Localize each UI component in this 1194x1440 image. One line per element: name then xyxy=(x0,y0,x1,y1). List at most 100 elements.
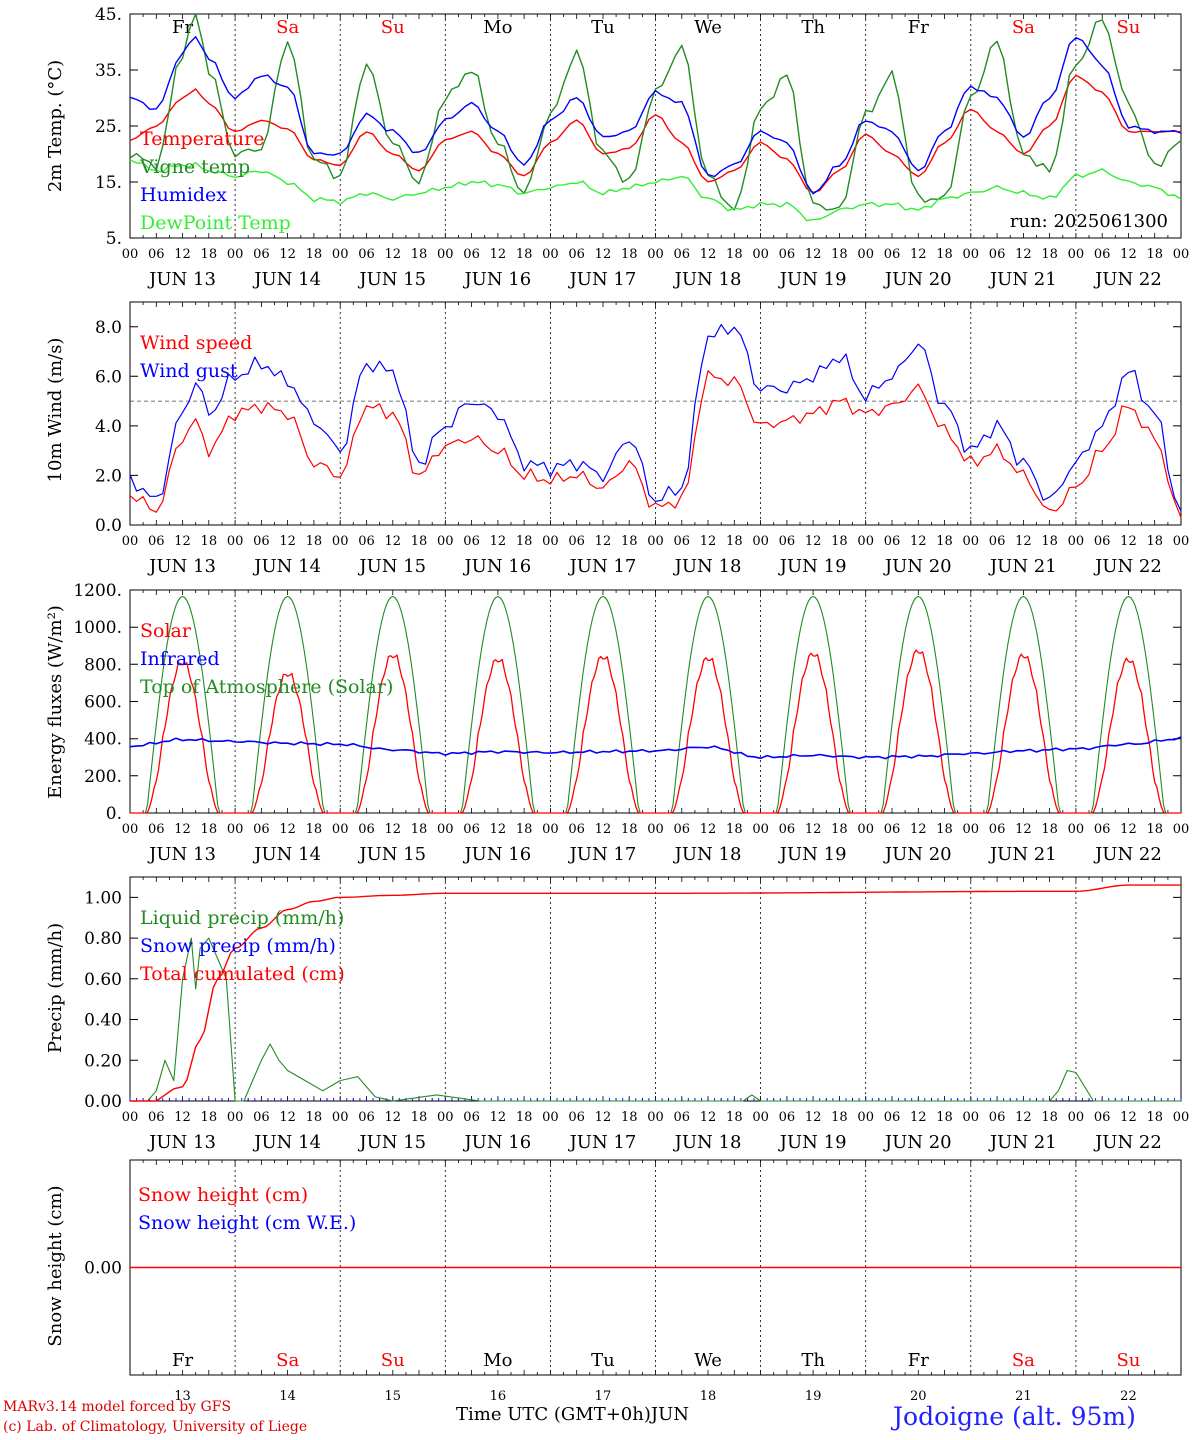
y-tick-label: 2.0 xyxy=(95,466,122,486)
hour-tick-label: 12 xyxy=(595,247,612,262)
y-tick-label: 35. xyxy=(95,61,122,81)
hour-tick-label: 12 xyxy=(174,534,191,549)
hour-tick-label: 00 xyxy=(1068,1110,1085,1125)
date-label: JUN 13 xyxy=(147,844,216,865)
weekday-label: We xyxy=(694,1350,722,1371)
hour-tick-label: 18 xyxy=(726,247,743,262)
date-label: JUN 21 xyxy=(988,556,1057,577)
date-label: JUN 17 xyxy=(568,269,637,290)
day-number-label: 18 xyxy=(700,1389,717,1404)
date-label: JUN 14 xyxy=(252,1132,321,1153)
hour-tick-label: 18 xyxy=(936,247,953,262)
hour-tick-label: 00 xyxy=(963,822,980,837)
day-number-label: 16 xyxy=(490,1389,507,1404)
hour-tick-label: 00 xyxy=(1068,534,1085,549)
temp-series-line xyxy=(129,13,1182,211)
hour-tick-label: 06 xyxy=(779,534,796,549)
legend-label: Top of Atmosphere (Solar) xyxy=(140,676,393,698)
hour-tick-label: 00 xyxy=(963,534,980,549)
hour-tick-label: 12 xyxy=(910,247,927,262)
legend-label: DewPoint Temp xyxy=(140,212,291,234)
date-label: JUN 16 xyxy=(462,1132,531,1153)
y-tick-label: 4.0 xyxy=(95,417,122,437)
hour-tick-label: 12 xyxy=(805,822,822,837)
hour-tick-label: 12 xyxy=(700,534,717,549)
date-label: JUN 15 xyxy=(357,269,426,290)
date-label: JUN 17 xyxy=(568,844,637,865)
hour-tick-label: 06 xyxy=(148,534,165,549)
date-label: JUN 22 xyxy=(1093,269,1162,290)
hour-tick-label: 18 xyxy=(1146,247,1163,262)
hour-tick-label: 00 xyxy=(332,247,349,262)
snow-precip-marks xyxy=(129,1098,1182,1101)
hour-tick-label: 18 xyxy=(201,822,218,837)
date-label: JUN 19 xyxy=(778,844,847,865)
hour-tick-label: 00 xyxy=(332,822,349,837)
copyright-credit: (c) Lab. of Climatology, University of L… xyxy=(3,1419,308,1435)
hour-tick-label: 18 xyxy=(306,1110,323,1125)
hour-tick-label: 18 xyxy=(201,247,218,262)
hour-tick-label: 18 xyxy=(621,822,638,837)
month-label: JUN xyxy=(650,1404,690,1425)
hour-tick-label: 06 xyxy=(148,822,165,837)
y-axis-label: 10m Wind (m/s) xyxy=(45,338,66,483)
hour-tick-label: 12 xyxy=(1015,534,1032,549)
hour-tick-label: 00 xyxy=(227,534,244,549)
hour-tick-label: 12 xyxy=(384,822,401,837)
hour-tick-label: 18 xyxy=(516,822,533,837)
hour-tick-label: 06 xyxy=(568,822,585,837)
hour-tick-label: 00 xyxy=(542,822,559,837)
y-tick-label: 25. xyxy=(95,117,122,137)
y-tick-label: 0.00 xyxy=(84,1259,122,1279)
hour-tick-label: 06 xyxy=(779,822,796,837)
wind-series-line xyxy=(129,323,1182,512)
hour-tick-label: 00 xyxy=(963,247,980,262)
day-number-label: 21 xyxy=(1015,1389,1032,1404)
hour-tick-label: 00 xyxy=(437,534,454,549)
hour-tick-label: 12 xyxy=(1120,1110,1137,1125)
day-number-label: 13 xyxy=(174,1389,191,1404)
temp-series-line xyxy=(129,74,1182,194)
day-number-label: 17 xyxy=(595,1389,612,1404)
x-ticks xyxy=(129,1160,1182,1375)
y-tick-label: 6.0 xyxy=(95,367,122,387)
hour-tick-label: 12 xyxy=(910,534,927,549)
hour-tick-label: 12 xyxy=(490,247,507,262)
hour-tick-label: 06 xyxy=(884,822,901,837)
weekday-label: Tu xyxy=(591,1350,615,1371)
y-axis-label: 2m Temp. (°C) xyxy=(45,60,66,192)
hour-tick-label: 06 xyxy=(884,247,901,262)
y-tick-label: 600. xyxy=(84,693,122,713)
date-label: JUN 16 xyxy=(462,556,531,577)
date-label: JUN 18 xyxy=(673,556,742,577)
y-tick-label: 1000. xyxy=(73,618,122,638)
hour-tick-label: 00 xyxy=(857,247,874,262)
hour-tick-label: 12 xyxy=(700,822,717,837)
hour-tick-label: 18 xyxy=(306,822,323,837)
weekday-label: Th xyxy=(801,17,825,38)
hour-tick-label: 06 xyxy=(253,1110,270,1125)
hour-tick-label: 12 xyxy=(1120,822,1137,837)
y-tick-label: 0. xyxy=(106,804,122,824)
hour-tick-label: 12 xyxy=(1015,247,1032,262)
hour-tick-label: 06 xyxy=(674,1110,691,1125)
hour-tick-label: 12 xyxy=(490,822,507,837)
hour-tick-label: 06 xyxy=(989,534,1006,549)
hour-tick-label: 06 xyxy=(989,1110,1006,1125)
date-label: JUN 22 xyxy=(1093,1132,1162,1153)
hour-tick-label: 18 xyxy=(1041,1110,1058,1125)
hour-tick-label: 12 xyxy=(174,247,191,262)
hour-tick-label: 18 xyxy=(411,822,428,837)
weekday-label: Sa xyxy=(1012,17,1035,38)
y-axis-label: Snow height (cm) xyxy=(45,1185,66,1346)
hour-tick-label: 18 xyxy=(306,247,323,262)
hour-tick-label: 12 xyxy=(174,822,191,837)
weekday-label: Fr xyxy=(908,17,929,38)
date-label: JUN 16 xyxy=(462,844,531,865)
hour-tick-label: 06 xyxy=(148,247,165,262)
run-label: run: 2025061300 xyxy=(1010,211,1168,232)
hour-tick-label: 00 xyxy=(227,822,244,837)
hour-tick-label: 00 xyxy=(1173,534,1190,549)
hour-tick-label: 00 xyxy=(437,1110,454,1125)
